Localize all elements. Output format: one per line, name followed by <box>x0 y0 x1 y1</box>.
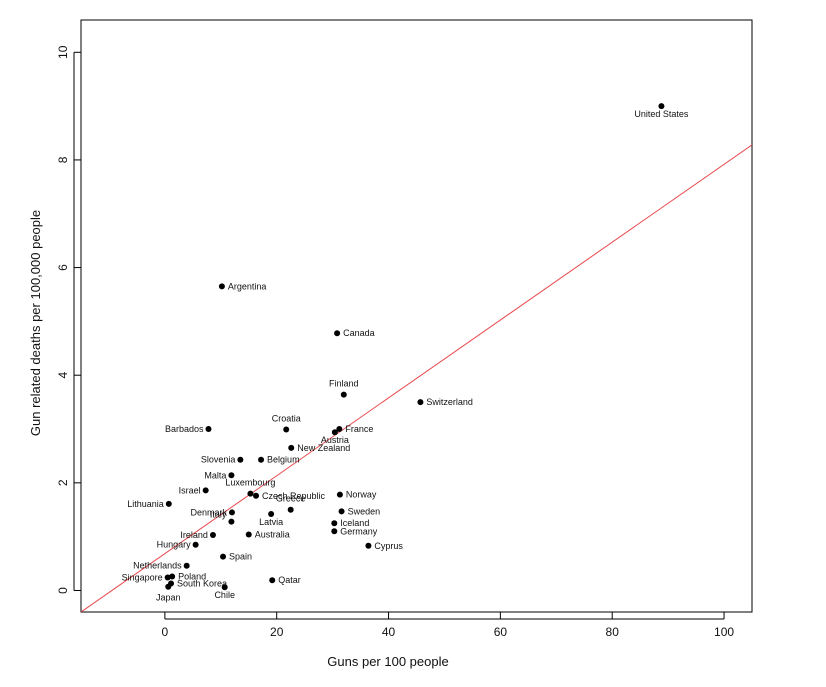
y-tick-label: 8 <box>56 156 70 163</box>
point-label: Canada <box>343 328 375 338</box>
point-label: Germany <box>340 526 378 536</box>
x-tick-label: 40 <box>382 625 396 639</box>
point-label: Croatia <box>272 414 301 424</box>
point-label: Argentina <box>228 281 267 291</box>
data-point <box>202 487 209 494</box>
data-point <box>288 444 295 451</box>
data-point <box>338 508 345 515</box>
data-point <box>365 542 372 549</box>
point-label: Poland <box>178 571 206 581</box>
point-label: Netherlands <box>133 561 182 571</box>
point-label: Japan <box>156 593 181 603</box>
point-label: Australia <box>255 530 290 540</box>
x-tick-label: 60 <box>494 625 508 639</box>
data-point <box>658 103 665 110</box>
point-label: United States <box>634 109 689 119</box>
point-label: South Korea <box>177 578 227 588</box>
data-point <box>253 492 260 499</box>
point-label: Israel <box>179 485 201 495</box>
data-point <box>221 584 228 591</box>
data-point <box>269 577 276 584</box>
point-label: Ireland <box>180 530 208 540</box>
point-label: Singapore <box>122 573 163 583</box>
point-label: Lithuania <box>127 499 164 509</box>
point-label: Austria <box>321 435 349 445</box>
y-axis-title: Gun related deaths per 100,000 people <box>28 210 43 436</box>
point-label: Czech Republic <box>262 491 326 501</box>
data-point <box>334 330 341 337</box>
point-label: Hungary <box>157 540 192 550</box>
data-point <box>287 506 294 513</box>
data-point <box>331 429 338 436</box>
data-point <box>218 283 225 290</box>
data-point <box>237 456 244 463</box>
x-tick-label: 20 <box>270 625 284 639</box>
point-label: Belgium <box>267 455 300 465</box>
point-label: Sweden <box>348 506 381 516</box>
point-label: Greece <box>276 494 306 504</box>
data-point <box>331 528 338 535</box>
point-label: Spain <box>229 552 252 562</box>
point-label: Barbados <box>165 424 204 434</box>
y-tick-label: 2 <box>56 479 70 486</box>
data-point <box>283 426 290 433</box>
data-point <box>247 490 254 497</box>
point-label: Malta <box>204 470 226 480</box>
point-label: Slovenia <box>201 455 236 465</box>
point-label: Latvia <box>259 517 283 527</box>
x-tick-label: 0 <box>162 625 169 639</box>
data-point <box>228 518 235 525</box>
x-tick-label: 100 <box>714 625 734 639</box>
data-point <box>340 391 347 398</box>
point-label: France <box>345 424 373 434</box>
point-label: Qatar <box>278 575 301 585</box>
data-point <box>205 426 212 433</box>
data-point <box>228 509 235 516</box>
plot-frame <box>80 19 753 613</box>
point-label: Norway <box>346 490 377 500</box>
y-tick-label: 10 <box>56 45 70 59</box>
data-point <box>192 541 199 548</box>
data-point <box>331 520 338 527</box>
data-point <box>165 500 172 507</box>
data-point <box>268 511 275 518</box>
data-point <box>165 583 172 590</box>
y-tick-label: 4 <box>56 372 70 379</box>
x-tick-label: 80 <box>606 625 620 639</box>
point-label: New Zealand <box>297 443 350 453</box>
x-axis-title: Guns per 100 people <box>327 654 448 669</box>
data-point <box>417 399 424 406</box>
regression-line <box>81 144 752 612</box>
point-label: Italy <box>210 510 227 520</box>
point-label: Iceland <box>340 518 369 528</box>
point-label: Luxembourg <box>225 478 275 488</box>
data-point <box>245 531 252 538</box>
data-point <box>169 573 176 580</box>
data-point <box>164 574 171 581</box>
y-tick-label: 0 <box>56 587 70 594</box>
data-point <box>336 426 343 433</box>
point-label: Switzerland <box>426 397 473 407</box>
point-label: Denmark <box>190 507 227 517</box>
plot-layer: 0 20 40 60 80 100 0 2 4 6 8 10 United States Argentin… <box>56 19 753 639</box>
data-point <box>258 456 265 463</box>
point-label: Cyprus <box>374 541 403 551</box>
point-label: Finland <box>329 379 359 389</box>
data-point <box>209 532 216 539</box>
point-label: Chile <box>214 590 235 600</box>
data-point <box>183 562 190 569</box>
data-point <box>336 491 343 498</box>
y-tick-label: 6 <box>56 264 70 271</box>
data-point <box>220 553 227 560</box>
data-point <box>228 472 235 479</box>
